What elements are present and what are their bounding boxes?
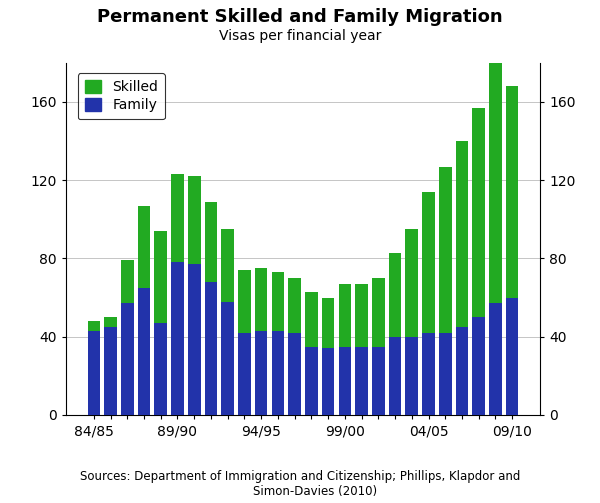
Bar: [506, 298, 518, 415]
Bar: [439, 166, 452, 333]
Bar: [338, 284, 351, 347]
Bar: [188, 177, 200, 265]
Bar: [104, 317, 117, 327]
Bar: [389, 337, 401, 415]
Bar: [138, 288, 150, 415]
Legend: Skilled, Family: Skilled, Family: [77, 73, 165, 119]
Bar: [322, 349, 334, 415]
Text: Visas per financial year: Visas per financial year: [219, 29, 381, 43]
Bar: [238, 270, 251, 333]
Bar: [104, 327, 117, 415]
Bar: [489, 303, 502, 415]
Bar: [472, 108, 485, 317]
Bar: [289, 278, 301, 333]
Bar: [338, 347, 351, 415]
Bar: [489, 53, 502, 303]
Bar: [88, 321, 100, 331]
Bar: [238, 333, 251, 415]
Bar: [506, 87, 518, 298]
Bar: [406, 337, 418, 415]
Bar: [138, 206, 150, 288]
Bar: [255, 331, 268, 415]
Bar: [154, 323, 167, 415]
Bar: [188, 265, 200, 415]
Bar: [154, 231, 167, 323]
Bar: [372, 347, 385, 415]
Text: Sources: Department of Immigration and Citizenship; Phillips, Klapdor and
      : Sources: Department of Immigration and C…: [80, 470, 520, 498]
Bar: [221, 301, 234, 415]
Bar: [305, 347, 317, 415]
Bar: [121, 261, 134, 303]
Bar: [355, 284, 368, 347]
Bar: [121, 303, 134, 415]
Bar: [205, 202, 217, 282]
Bar: [372, 278, 385, 347]
Bar: [205, 282, 217, 415]
Bar: [272, 272, 284, 331]
Text: Permanent Skilled and Family Migration: Permanent Skilled and Family Migration: [97, 8, 503, 26]
Bar: [472, 317, 485, 415]
Bar: [422, 192, 435, 333]
Bar: [305, 292, 317, 347]
Bar: [171, 263, 184, 415]
Bar: [389, 253, 401, 337]
Bar: [171, 175, 184, 263]
Bar: [272, 331, 284, 415]
Bar: [439, 333, 452, 415]
Bar: [456, 141, 468, 327]
Bar: [289, 333, 301, 415]
Bar: [456, 327, 468, 415]
Bar: [422, 333, 435, 415]
Bar: [322, 298, 334, 349]
Bar: [221, 229, 234, 301]
Bar: [406, 229, 418, 337]
Bar: [355, 347, 368, 415]
Bar: [255, 268, 268, 331]
Bar: [88, 331, 100, 415]
